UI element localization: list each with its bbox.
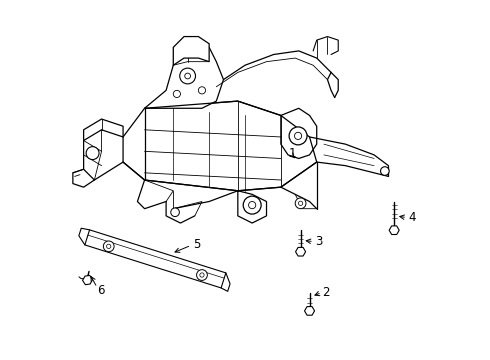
- Polygon shape: [145, 44, 223, 108]
- Circle shape: [298, 201, 303, 206]
- Text: 5: 5: [193, 238, 200, 251]
- Circle shape: [86, 147, 99, 159]
- Circle shape: [248, 202, 256, 209]
- Circle shape: [180, 68, 196, 84]
- Text: 1: 1: [289, 147, 296, 159]
- Circle shape: [289, 127, 307, 145]
- Polygon shape: [82, 275, 93, 285]
- Circle shape: [171, 208, 179, 217]
- Polygon shape: [123, 101, 317, 191]
- Circle shape: [196, 270, 207, 280]
- Circle shape: [294, 132, 302, 139]
- Polygon shape: [295, 247, 306, 256]
- Text: 4: 4: [408, 211, 416, 224]
- Polygon shape: [389, 226, 399, 234]
- Circle shape: [243, 196, 261, 214]
- Polygon shape: [304, 307, 315, 315]
- Circle shape: [200, 273, 204, 277]
- Polygon shape: [173, 37, 209, 65]
- Text: 2: 2: [322, 286, 330, 299]
- Circle shape: [295, 198, 306, 209]
- Circle shape: [198, 87, 205, 94]
- Circle shape: [107, 244, 111, 248]
- Text: 3: 3: [315, 235, 322, 248]
- Polygon shape: [85, 230, 226, 288]
- Circle shape: [173, 90, 180, 98]
- Circle shape: [185, 73, 191, 79]
- Text: 6: 6: [97, 284, 104, 297]
- Circle shape: [381, 167, 389, 175]
- Circle shape: [103, 241, 114, 252]
